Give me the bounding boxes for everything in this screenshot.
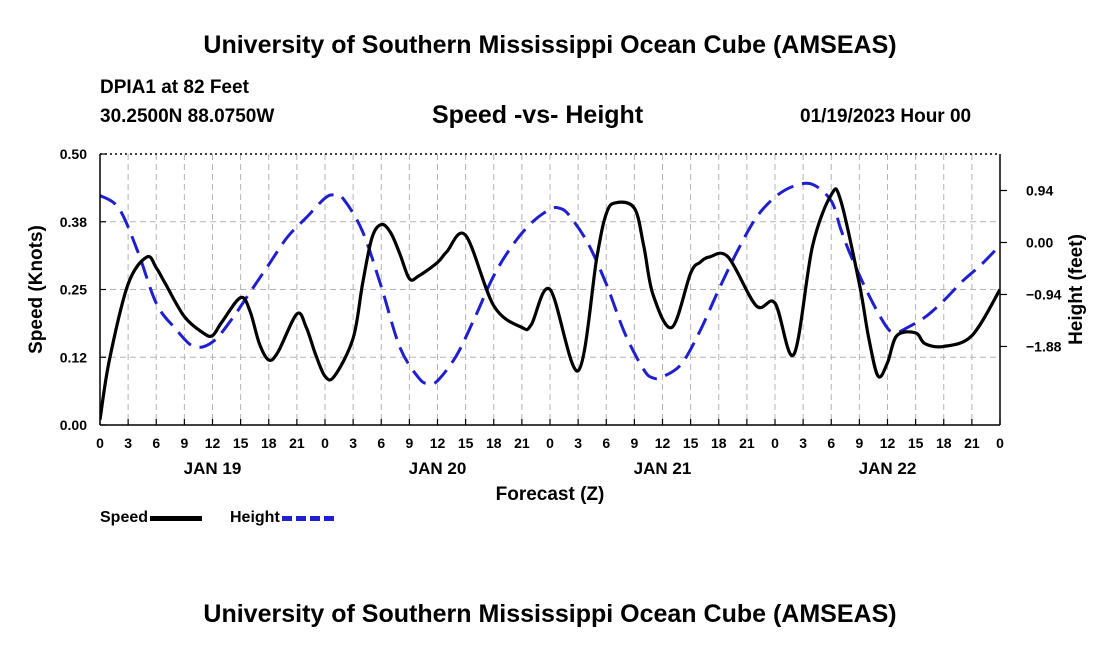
x-tick-label: 12: [205, 435, 221, 451]
x-tick-label: 3: [349, 435, 357, 451]
x-tick-label: 18: [936, 435, 952, 451]
y2-axis-title: Height (feet): [1066, 234, 1087, 345]
x-tick-label: 3: [799, 435, 807, 451]
forecast-datetime: 01/19/2023 Hour 00: [800, 106, 972, 127]
legend-height: Height: [230, 509, 334, 527]
x-tick-label: 3: [574, 435, 582, 451]
y-tick-label: 0.38: [60, 214, 87, 230]
legend-speed: Speed: [100, 509, 203, 527]
x-tick-label: 21: [514, 435, 530, 451]
x-tick-label: 9: [180, 435, 188, 451]
x-tick-label: 6: [602, 435, 610, 451]
x-tick-label: 12: [880, 435, 896, 451]
x-tick-label: 9: [405, 435, 413, 451]
x-tick-label: 12: [430, 435, 446, 451]
station-label: DPIA1 at 82 Feet: [100, 77, 249, 98]
page-title: University of Southern Mississippi Ocean…: [203, 31, 897, 59]
series-height-line: [100, 181, 1000, 386]
x-tick-label: 0: [771, 435, 779, 451]
y2-tick-label: 0.00: [1026, 234, 1053, 250]
x-tick-label: 15: [683, 435, 699, 451]
x-tick-label: 0: [321, 435, 329, 451]
x-tick-label: 3: [124, 435, 132, 451]
day-label: JAN 21: [634, 459, 692, 478]
x-tick-label: 6: [827, 435, 835, 451]
day-label: JAN 20: [409, 459, 467, 478]
x-tick-label: 21: [739, 435, 755, 451]
x-tick-label: 15: [908, 435, 924, 451]
x-tick-label: 9: [630, 435, 638, 451]
x-tick-label: 18: [486, 435, 502, 451]
x-tick-label: 15: [233, 435, 249, 451]
y-tick-label: 0.50: [60, 146, 87, 162]
x-tick-label: 18: [711, 435, 727, 451]
y2-tick-label: 0.94: [1026, 183, 1053, 199]
x-tick-label: 9: [855, 435, 863, 451]
x-tick-label: 21: [964, 435, 980, 451]
day-label: JAN 19: [184, 459, 242, 478]
station-coordinates: 30.2500N 88.0750W: [100, 106, 275, 127]
footer-title: University of Southern Mississippi Ocean…: [203, 600, 897, 628]
y-tick-label: 0.25: [60, 282, 87, 298]
y2-tick-label: −0.94: [1026, 286, 1062, 302]
y-tick-label: 0.12: [60, 349, 87, 365]
x-tick-label: 21: [289, 435, 305, 451]
x-tick-label: 18: [261, 435, 277, 451]
x-tick-label: 12: [655, 435, 671, 451]
x-axis-title: Forecast (Z): [496, 484, 605, 505]
y-tick-label: 0.00: [60, 417, 87, 433]
x-tick-label: 6: [152, 435, 160, 451]
y-axis-title: Speed (Knots): [26, 225, 47, 354]
x-tick-label: 0: [996, 435, 1004, 451]
day-label: JAN 22: [859, 459, 917, 478]
chart-subtitle: Speed -vs- Height: [432, 101, 644, 129]
series-speed-line: [100, 187, 1000, 420]
x-tick-label: 6: [377, 435, 385, 451]
legend-height-swatch: [281, 515, 334, 521]
x-tick-label: 15: [458, 435, 474, 451]
legend-speed-label: Speed: [100, 509, 149, 526]
legend-speed-swatch: [150, 515, 203, 521]
x-tick-label: 0: [96, 435, 104, 451]
x-tick-label: 0: [546, 435, 554, 451]
legend-height-label: Height: [230, 509, 280, 526]
y2-tick-label: −1.88: [1026, 338, 1062, 354]
